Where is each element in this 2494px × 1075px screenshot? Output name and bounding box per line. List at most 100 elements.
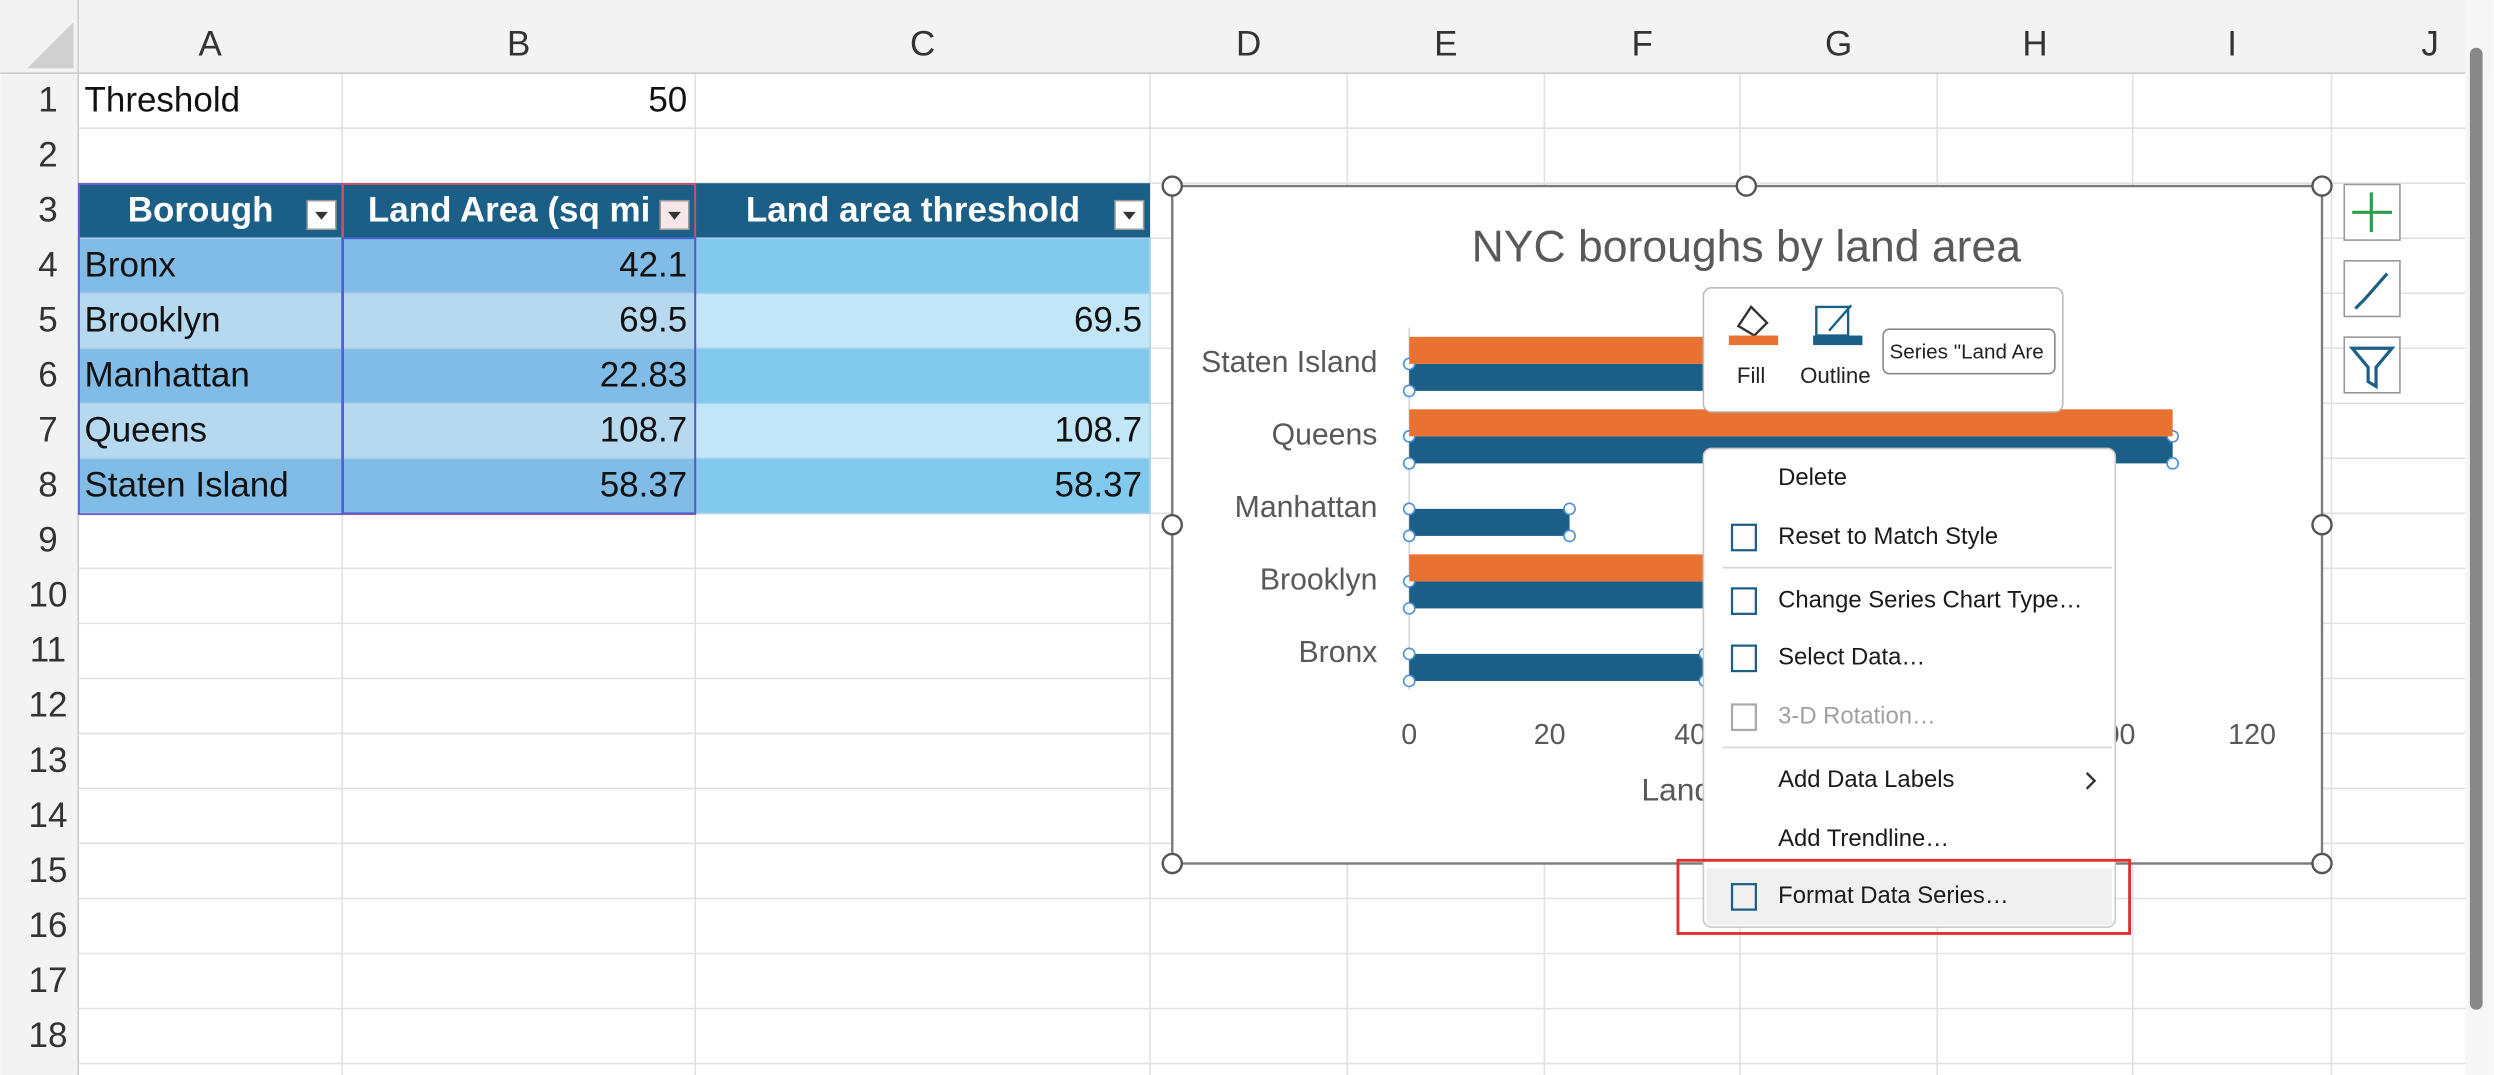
row-header-bar [0, 0, 79, 1075]
resize-handle[interactable] [2311, 175, 2333, 197]
menu-item[interactable]: Change Series Chart Type… [1778, 586, 2082, 613]
series-select[interactable] [1882, 328, 2056, 375]
cell[interactable]: Threshold [85, 80, 241, 119]
row-number: 12 [29, 686, 68, 725]
column-letter[interactable]: G [1825, 24, 1852, 63]
selection-handle [1402, 502, 1416, 516]
cell[interactable]: 50 [648, 80, 687, 119]
row-number: 17 [29, 961, 68, 1000]
range-highlight [341, 237, 697, 515]
resize-handle[interactable] [1161, 175, 1183, 197]
table-cell-bg [77, 457, 343, 515]
selection-handle [1402, 674, 1416, 688]
column-letter[interactable]: J [2421, 24, 2438, 63]
table-cell-bg [341, 237, 696, 295]
resize-handle[interactable] [2311, 852, 2333, 875]
column-header-bar [0, 0, 2494, 74]
table-cell[interactable]: 58.37 [1055, 466, 1143, 505]
row-number: 2 [38, 136, 57, 175]
row-number: 15 [29, 851, 68, 890]
selection-handle [2166, 457, 2180, 470]
row-number: 10 [29, 576, 68, 615]
menu-item[interactable]: Reset to Match Style [1778, 523, 1998, 550]
table-cell[interactable]: 108.7 [1055, 411, 1143, 450]
table-cell-bg [341, 347, 696, 405]
selection-handle [1563, 502, 1576, 516]
series-select-text[interactable]: Series "Land Are [1889, 340, 2043, 363]
table-cell[interactable]: 22.83 [600, 356, 688, 395]
table-header[interactable]: Land Area (sq mi [368, 191, 650, 230]
menu-item[interactable]: Select Data… [1778, 644, 1925, 671]
y-tick-label: Bronx [1298, 636, 1377, 669]
column-letter[interactable]: F [1631, 24, 1652, 63]
chart-title: NYC boroughs by land area [1472, 222, 2022, 271]
row-number: 1 [38, 80, 57, 119]
table-cell-bg [77, 292, 343, 350]
table-cell[interactable]: Brooklyn [85, 301, 221, 340]
menu-item[interactable]: Delete [1778, 464, 1847, 491]
column-letter[interactable]: D [1236, 24, 1261, 63]
selection-handle [1402, 647, 1416, 661]
y-tick-label: Brooklyn [1260, 563, 1378, 596]
table-cell[interactable]: 42.1 [619, 246, 687, 285]
column-letter[interactable]: B [507, 24, 530, 63]
table-cell-bg [694, 292, 1151, 350]
table-cell[interactable]: Bronx [85, 246, 177, 285]
row-number: 4 [38, 246, 57, 285]
table-cell[interactable]: Staten Island [85, 466, 289, 505]
table-cell[interactable]: 69.5 [619, 301, 687, 340]
table-cell-bg [694, 457, 1151, 515]
resize-handle[interactable] [1161, 852, 1183, 875]
outline-label[interactable]: Outline [1800, 363, 1871, 388]
column-letter[interactable]: A [199, 24, 223, 63]
menu-icon [1730, 644, 1757, 673]
chart-button-icon [2348, 346, 2396, 390]
annotation-box [1676, 858, 2132, 935]
resize-handle[interactable] [2311, 514, 2333, 536]
scroll-thumb[interactable] [2469, 47, 2483, 1010]
table-cell-bg [77, 347, 343, 405]
x-tick-label: 40 [1674, 719, 1706, 751]
select-all[interactable] [27, 22, 74, 69]
table-cell[interactable]: Manhattan [85, 356, 250, 395]
table-header-row [78, 183, 1150, 239]
menu-item[interactable]: Add Trendline… [1778, 825, 1949, 852]
table-cell[interactable]: 108.7 [600, 411, 688, 450]
resize-handle[interactable] [1161, 514, 1183, 536]
table-header[interactable]: Land area threshold [746, 191, 1080, 230]
menu-icon [1730, 883, 1757, 911]
outline-swatch[interactable] [1813, 335, 1863, 346]
table-cell[interactable]: Queens [85, 411, 207, 450]
column-letter[interactable]: H [2022, 24, 2047, 63]
row-number: 18 [29, 1016, 68, 1055]
submenu-arrow [2085, 772, 2097, 790]
column-letter[interactable]: C [910, 24, 935, 63]
row-number: 14 [29, 796, 68, 835]
x-tick-label: 120 [2228, 719, 2276, 751]
column-letter[interactable]: E [1434, 24, 1457, 63]
row-number: 8 [38, 466, 57, 505]
menu-icon [1730, 703, 1757, 732]
filter-arrow [668, 211, 681, 220]
filter-arrow [1122, 211, 1136, 220]
y-tick-label: Queens [1272, 418, 1378, 451]
row-number: 7 [38, 411, 57, 450]
table-cell[interactable]: 69.5 [1074, 301, 1142, 340]
column-letter[interactable]: I [2227, 24, 2237, 63]
menu-item[interactable]: Format Data Series… [1778, 882, 2009, 909]
y-tick-label: Manhattan [1235, 491, 1378, 524]
fill-icon [1736, 305, 1769, 338]
fill-label[interactable]: Fill [1737, 363, 1765, 388]
bar[interactable] [1409, 508, 1570, 536]
table-cell[interactable]: 58.37 [600, 466, 688, 505]
row-number: 9 [38, 521, 57, 560]
fill-swatch[interactable] [1728, 335, 1779, 346]
menu-item[interactable]: Add Data Labels [1778, 766, 1954, 793]
resize-handle[interactable] [1735, 175, 1758, 197]
bar[interactable] [1409, 653, 1705, 681]
table-header[interactable]: Borough [128, 191, 274, 230]
context-menu [1702, 447, 2117, 928]
bar[interactable] [1409, 409, 2173, 437]
